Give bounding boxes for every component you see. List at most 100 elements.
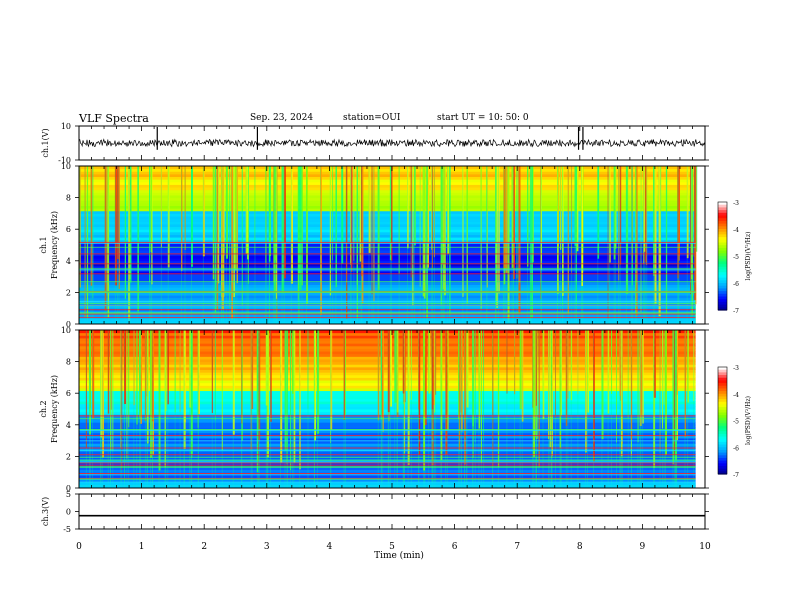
colorbar-swatch	[718, 441, 727, 446]
spectrogram-band	[79, 456, 696, 460]
sferic-streak	[126, 330, 128, 459]
spectrogram-band	[79, 356, 696, 360]
sferic-streak	[653, 330, 656, 468]
sferic-streak	[343, 330, 345, 420]
spectrogram-band	[79, 245, 696, 249]
sferic-line	[84, 166, 86, 324]
sferic-streak	[418, 330, 420, 410]
spectrogram-band	[79, 200, 696, 204]
spectrogram-band	[79, 223, 696, 228]
sferic-streak	[290, 166, 293, 284]
sferic-line	[511, 166, 513, 324]
sferic-streak	[368, 166, 371, 253]
sferic-line	[181, 166, 182, 324]
colorbar-swatch	[718, 404, 727, 408]
spectrogram-band	[79, 343, 696, 347]
sferic-streak	[124, 330, 126, 404]
sferic-line	[245, 166, 247, 324]
sferic-streak	[407, 166, 409, 249]
spectrogram-band	[79, 385, 696, 389]
colorbar-swatch	[718, 391, 727, 395]
sferic-line	[128, 330, 130, 488]
sferic-line	[585, 330, 586, 488]
sferic-line	[567, 330, 569, 488]
sferic-streak	[150, 166, 153, 252]
sferic-line	[110, 330, 111, 488]
colorbar-swatch	[718, 229, 727, 233]
sferic-streak	[571, 166, 572, 273]
sferic-line	[276, 166, 278, 324]
sferic-line	[346, 166, 347, 324]
sferic-line	[674, 330, 676, 488]
sferic-line	[607, 330, 609, 488]
sferic-streak	[483, 330, 484, 441]
sferic-line	[402, 330, 404, 488]
sferic-streak	[480, 330, 482, 464]
sferic-streak	[382, 330, 384, 432]
sferic-line	[536, 330, 537, 488]
sferic-streak	[174, 330, 176, 413]
sferic-streak	[165, 330, 167, 412]
sferic-streak	[542, 330, 545, 420]
sferic-line	[273, 166, 275, 324]
sferic-streak	[597, 166, 600, 259]
sferic-line	[211, 330, 213, 488]
sferic-streak	[236, 166, 238, 284]
sferic-streak	[426, 166, 429, 268]
sferic-line	[498, 166, 499, 324]
spectrogram-band	[79, 292, 696, 296]
sferic-line	[642, 330, 644, 488]
sferic-streak	[284, 330, 287, 452]
sferic-streak	[551, 330, 553, 456]
sferic-line	[190, 330, 192, 488]
ch1-colorbar: -3 -4 -5 -6 -7 log(PSD)(V²/Hz)	[717, 200, 752, 315]
sferic-streak	[256, 330, 259, 472]
sferic-streak	[211, 330, 213, 413]
sferic-line	[256, 330, 258, 488]
colorbar-swatch	[718, 272, 727, 276]
colorbar-tick-label: -6	[733, 281, 739, 288]
sferic-line	[466, 166, 468, 324]
x-tick-label: 5	[389, 542, 395, 552]
y-axis-label: ch.1(V)	[41, 128, 50, 157]
sferic-streak	[139, 330, 141, 418]
sferic-streak	[611, 330, 613, 394]
y-tick-label: 6	[66, 225, 71, 234]
sferic-streak	[118, 166, 120, 289]
sferic-line	[548, 330, 549, 488]
sferic-streak	[191, 166, 193, 267]
spectrogram-band	[79, 179, 696, 183]
spectrogram-band	[79, 239, 696, 243]
ch1-trace	[79, 138, 705, 148]
sferic-streak	[478, 330, 481, 429]
sferic-streak	[567, 166, 569, 315]
colorbar-swatch	[718, 407, 727, 411]
narrowband-line	[79, 253, 696, 255]
sferic-streak	[398, 166, 400, 274]
spectrogram-band	[79, 192, 696, 196]
sferic-streak	[577, 330, 579, 395]
sferic-line	[371, 166, 373, 324]
colorbar-tick-label: -6	[733, 445, 739, 452]
sferic-line	[535, 330, 537, 488]
y-tick-label: 10	[61, 326, 71, 335]
sferic-line	[426, 166, 428, 324]
sferic-line	[139, 330, 140, 488]
sferic-line	[290, 166, 292, 324]
sferic-streak	[446, 330, 449, 431]
sferic-streak	[441, 166, 443, 265]
sferic-line	[353, 166, 355, 324]
spectrogram-band	[79, 226, 696, 230]
spectrogram-band	[79, 216, 696, 220]
sferic-streak	[229, 166, 231, 308]
sferic-line	[124, 166, 126, 324]
sferic-streak	[585, 330, 587, 453]
colorbar-swatch	[718, 372, 727, 376]
narrowband-line	[79, 454, 696, 456]
sferic-streak	[223, 166, 225, 256]
sferic-line	[189, 330, 191, 488]
sferic-streak	[316, 330, 320, 434]
x-tick-label: 10	[699, 542, 711, 552]
sferic-streak	[184, 166, 186, 250]
x-tick-label: 4	[327, 542, 333, 552]
